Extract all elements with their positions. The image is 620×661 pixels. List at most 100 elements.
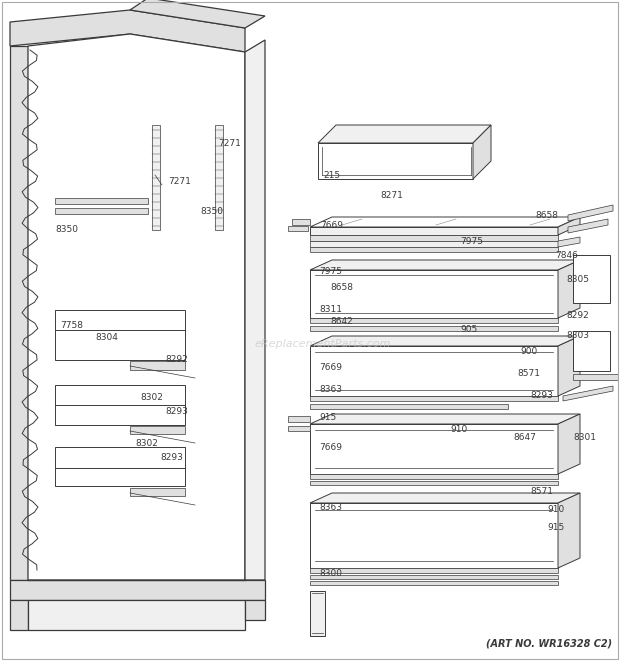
Text: 905: 905 xyxy=(460,325,477,334)
Polygon shape xyxy=(310,270,558,318)
Text: 7975: 7975 xyxy=(460,237,483,245)
Polygon shape xyxy=(310,260,580,270)
Text: 7758: 7758 xyxy=(60,321,83,329)
Polygon shape xyxy=(310,318,558,323)
Text: 910: 910 xyxy=(547,506,564,514)
Polygon shape xyxy=(130,488,185,496)
Polygon shape xyxy=(10,46,28,580)
Text: 8571: 8571 xyxy=(530,488,553,496)
Text: 8350: 8350 xyxy=(55,225,78,235)
Polygon shape xyxy=(573,255,610,303)
Polygon shape xyxy=(318,125,491,143)
Text: 8302: 8302 xyxy=(135,438,158,447)
Text: 8301: 8301 xyxy=(573,432,596,442)
Polygon shape xyxy=(310,235,558,241)
Polygon shape xyxy=(310,227,558,235)
Polygon shape xyxy=(558,260,580,318)
Polygon shape xyxy=(310,326,558,331)
Polygon shape xyxy=(310,414,580,424)
Polygon shape xyxy=(310,503,558,568)
Text: 8305: 8305 xyxy=(566,276,589,284)
Polygon shape xyxy=(318,143,473,179)
Polygon shape xyxy=(563,386,613,401)
Text: 8658: 8658 xyxy=(535,210,558,219)
Text: 8293: 8293 xyxy=(530,391,553,399)
Text: 215: 215 xyxy=(323,171,340,180)
Polygon shape xyxy=(55,447,185,486)
Polygon shape xyxy=(310,241,558,247)
Polygon shape xyxy=(310,336,580,346)
Text: 7669: 7669 xyxy=(320,221,343,229)
Text: 8642: 8642 xyxy=(330,317,353,327)
Polygon shape xyxy=(55,208,148,214)
Text: 8293: 8293 xyxy=(160,453,183,461)
Polygon shape xyxy=(55,198,148,204)
Polygon shape xyxy=(573,331,610,371)
Polygon shape xyxy=(292,219,310,225)
Polygon shape xyxy=(568,219,608,233)
Text: 8293: 8293 xyxy=(165,407,188,416)
Text: 915: 915 xyxy=(547,524,564,533)
Text: 7271: 7271 xyxy=(168,178,191,186)
Text: 8271: 8271 xyxy=(380,190,403,200)
Text: 900: 900 xyxy=(520,348,538,356)
Text: 7975: 7975 xyxy=(319,266,342,276)
Text: eReplacementParts.com: eReplacementParts.com xyxy=(254,338,391,349)
Polygon shape xyxy=(310,493,580,503)
Text: 915: 915 xyxy=(319,414,336,422)
Text: (ART NO. WR16328 C2): (ART NO. WR16328 C2) xyxy=(486,639,612,649)
Text: 7271: 7271 xyxy=(218,139,241,147)
Polygon shape xyxy=(558,493,580,568)
Text: 7846: 7846 xyxy=(555,251,578,260)
Polygon shape xyxy=(558,237,580,247)
Polygon shape xyxy=(245,40,265,580)
Text: 8302: 8302 xyxy=(140,393,163,403)
Polygon shape xyxy=(310,575,558,579)
Polygon shape xyxy=(55,310,185,360)
Text: 910: 910 xyxy=(450,426,467,434)
Polygon shape xyxy=(310,591,325,636)
Polygon shape xyxy=(558,336,580,396)
Text: 7669: 7669 xyxy=(319,364,342,373)
Polygon shape xyxy=(152,125,160,230)
Text: 8571: 8571 xyxy=(517,368,540,377)
Polygon shape xyxy=(28,34,245,580)
Polygon shape xyxy=(310,247,558,252)
Polygon shape xyxy=(130,0,265,28)
Polygon shape xyxy=(310,217,580,227)
Polygon shape xyxy=(310,396,558,401)
Polygon shape xyxy=(310,424,558,474)
Text: 8304: 8304 xyxy=(95,334,118,342)
Polygon shape xyxy=(558,217,580,235)
Polygon shape xyxy=(288,426,310,431)
Polygon shape xyxy=(215,125,223,230)
Polygon shape xyxy=(28,600,245,630)
Polygon shape xyxy=(473,125,491,179)
Polygon shape xyxy=(10,600,28,630)
Polygon shape xyxy=(10,10,245,52)
Polygon shape xyxy=(55,385,185,425)
Text: 8311: 8311 xyxy=(319,305,342,315)
Polygon shape xyxy=(245,600,265,620)
Polygon shape xyxy=(130,426,185,434)
Polygon shape xyxy=(130,361,185,370)
Text: 8647: 8647 xyxy=(513,432,536,442)
Polygon shape xyxy=(558,414,580,474)
Polygon shape xyxy=(310,581,558,585)
Polygon shape xyxy=(310,481,558,485)
Polygon shape xyxy=(573,374,618,380)
Polygon shape xyxy=(10,580,265,600)
Text: 8363: 8363 xyxy=(319,504,342,512)
Text: 8363: 8363 xyxy=(319,385,342,395)
Polygon shape xyxy=(288,416,310,422)
Text: 7669: 7669 xyxy=(319,442,342,451)
Text: 8292: 8292 xyxy=(165,356,188,364)
Polygon shape xyxy=(310,474,558,479)
Polygon shape xyxy=(310,346,558,396)
Text: 8658: 8658 xyxy=(330,282,353,292)
Polygon shape xyxy=(568,205,613,221)
Text: 8300: 8300 xyxy=(319,570,342,578)
Text: 8292: 8292 xyxy=(566,311,589,319)
Text: 8303: 8303 xyxy=(566,332,589,340)
Polygon shape xyxy=(310,568,558,573)
